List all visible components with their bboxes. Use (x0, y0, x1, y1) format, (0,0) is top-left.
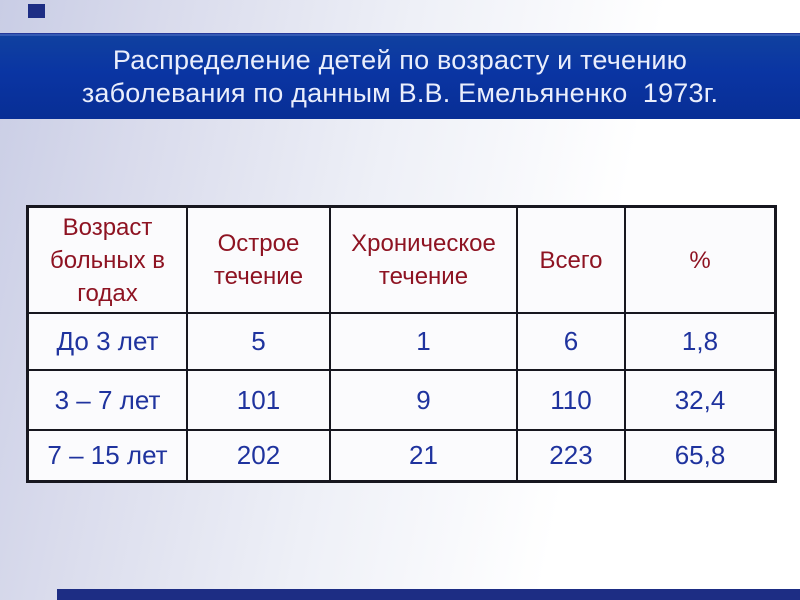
title-bar: Распределение детей по возрасту и течени… (0, 33, 800, 119)
slide-title-line-2: заболевания по данным В.В. Емельяненко 1… (81, 77, 719, 108)
table-cell-acute-1: 101 (186, 369, 329, 429)
slide-title-line-1: Распределение детей по возрасту и течени… (112, 44, 688, 75)
table-cell-acute-2: 202 (186, 429, 329, 480)
table-header-acute: Острое течение (186, 208, 329, 312)
data-table: Возраст больных в годах Острое течение Х… (26, 205, 777, 483)
table-cell-percent-1: 32,4 (624, 369, 774, 429)
table-cell-total-1: 110 (516, 369, 624, 429)
table-cell-chronic-2: 21 (329, 429, 516, 480)
table-cell-age-0: До 3 лет (29, 312, 186, 369)
table-header-chronic: Хроническое течение (329, 208, 516, 312)
table-cell-chronic-0: 1 (329, 312, 516, 369)
frame-bottom-bar (57, 589, 800, 600)
table-header-age: Возраст больных в годах (50, 213, 165, 307)
table-cell-percent-2: 65,8 (624, 429, 774, 480)
table-cell-age-1: 3 – 7 лет (29, 369, 186, 429)
table-cell-acute-0: 5 (186, 312, 329, 369)
table-cell-total-0: 6 (516, 312, 624, 369)
table-cell-total-2: 223 (516, 429, 624, 480)
frame-corner-accent (28, 4, 45, 18)
table-cell-age-2: 7 – 15 лет (29, 429, 186, 480)
table-cell-chronic-1: 9 (329, 369, 516, 429)
table-header-percent: % (624, 208, 774, 312)
table-header-total: Всего (516, 208, 624, 312)
table-cell-percent-0: 1,8 (624, 312, 774, 369)
